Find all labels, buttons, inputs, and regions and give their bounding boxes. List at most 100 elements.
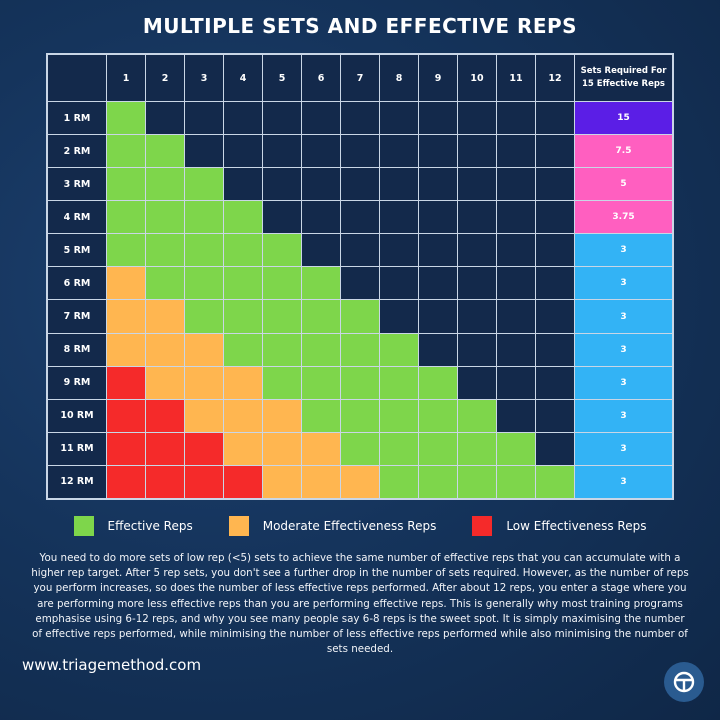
legend-item: Effective Reps (73, 516, 193, 536)
description-text: You need to do more sets of low rep (<5)… (31, 552, 689, 656)
empty-cell (263, 201, 301, 234)
sets-required-value: 5 (575, 168, 672, 201)
empty-cell (341, 168, 379, 201)
rep-cell-E (302, 333, 340, 366)
empty-cell (497, 267, 535, 300)
rep-cell-E (497, 465, 535, 498)
row-label: 6 RM (48, 267, 106, 300)
empty-cell (497, 168, 535, 201)
rep-cell-E (263, 366, 301, 399)
column-header: 12 (536, 55, 574, 101)
legend: Effective Reps Moderate Effectiveness Rep… (0, 516, 720, 536)
empty-cell (380, 300, 418, 333)
row-label: 2 RM (48, 135, 106, 168)
rep-cell-M (302, 432, 340, 465)
empty-cell (224, 135, 262, 168)
empty-cell (536, 300, 574, 333)
empty-cell (341, 135, 379, 168)
empty-cell (536, 135, 574, 168)
empty-cell (536, 366, 574, 399)
rep-cell-E (263, 333, 301, 366)
rep-cell-E (224, 300, 262, 333)
rep-cell-M (341, 465, 379, 498)
empty-cell (146, 102, 184, 135)
rep-cell-E (146, 201, 184, 234)
empty-cell (341, 201, 379, 234)
legend-item: Low Effectiveness Reps (472, 516, 646, 536)
empty-cell (497, 135, 535, 168)
empty-cell (458, 300, 496, 333)
row-label: 10 RM (48, 399, 106, 432)
row-label: 11 RM (48, 432, 106, 465)
empty-cell (458, 102, 496, 135)
sets-required-value: 3 (575, 234, 672, 267)
empty-cell (380, 102, 418, 135)
rep-cell-M (224, 432, 262, 465)
rep-cell-M (224, 399, 262, 432)
rep-cell-E (146, 234, 184, 267)
rep-cell-M (185, 399, 223, 432)
sets-required-value: 3 (575, 267, 672, 300)
sets-required-value: 3 (575, 300, 672, 333)
rep-cell-E (302, 300, 340, 333)
empty-cell (536, 267, 574, 300)
rep-cell-E (341, 300, 379, 333)
empty-cell (497, 201, 535, 234)
empty-cell (419, 102, 457, 135)
rep-cell-L (107, 366, 145, 399)
rep-cell-E (185, 201, 223, 234)
triage-method-logo-icon (664, 662, 704, 702)
row-label: 12 RM (48, 465, 106, 498)
rep-cell-M (224, 366, 262, 399)
empty-cell (263, 102, 301, 135)
rep-cell-E (341, 432, 379, 465)
rep-cell-M (146, 300, 184, 333)
column-header: 6 (302, 55, 340, 101)
empty-cell (536, 168, 574, 201)
column-header: 4 (224, 55, 262, 101)
empty-cell (497, 102, 535, 135)
rep-cell-E (263, 300, 301, 333)
rep-cell-E (224, 267, 262, 300)
empty-cell (380, 267, 418, 300)
empty-cell (497, 333, 535, 366)
rep-cell-E (146, 267, 184, 300)
rep-cell-E (536, 465, 574, 498)
rep-cell-E (107, 102, 145, 135)
website-link[interactable]: www.triagemethod.com (22, 656, 202, 674)
rep-cell-M (263, 399, 301, 432)
empty-cell (497, 234, 535, 267)
rep-cell-E (341, 399, 379, 432)
empty-cell (497, 300, 535, 333)
row-label: 7 RM (48, 300, 106, 333)
column-header: 10 (458, 55, 496, 101)
legend-label: Moderate Effectiveness Reps (262, 519, 437, 533)
empty-cell (458, 366, 496, 399)
rep-cell-E (185, 267, 223, 300)
rep-cell-E (380, 399, 418, 432)
rep-cell-M (302, 465, 340, 498)
rep-cell-E (419, 366, 457, 399)
rep-cell-E (146, 135, 184, 168)
sets-required-value: 15 (575, 102, 672, 135)
rep-cell-L (107, 465, 145, 498)
legend-swatch (73, 516, 94, 536)
rep-cell-E (458, 432, 496, 465)
rep-cell-E (302, 366, 340, 399)
rep-cell-E (380, 333, 418, 366)
empty-cell (458, 234, 496, 267)
rep-cell-E (107, 135, 145, 168)
empty-cell (536, 102, 574, 135)
rep-cell-E (185, 168, 223, 201)
row-label: 5 RM (48, 234, 106, 267)
empty-cell (380, 135, 418, 168)
empty-cell (302, 168, 340, 201)
empty-cell (497, 399, 535, 432)
reps-table: 1 2 3 4 5 6 7 8 9 10 11 12 Sets Required For 15 Effe… (46, 53, 674, 500)
rep-cell-E (419, 465, 457, 498)
corner-cell (48, 55, 106, 101)
column-header: 9 (419, 55, 457, 101)
rep-cell-E (458, 399, 496, 432)
empty-cell (302, 135, 340, 168)
rep-cell-L (107, 399, 145, 432)
